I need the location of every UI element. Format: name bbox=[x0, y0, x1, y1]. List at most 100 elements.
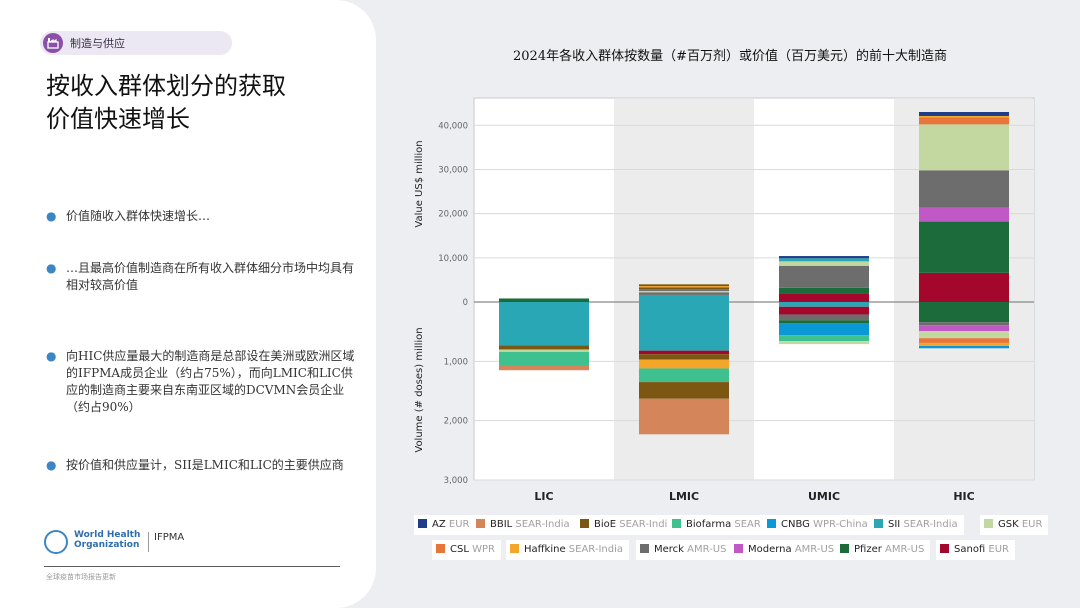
legend-swatch bbox=[672, 519, 681, 528]
legend-manufacturer: BBIL bbox=[490, 519, 516, 530]
legend-region: SEAR-India bbox=[619, 519, 674, 530]
value-bar-segment bbox=[919, 124, 1009, 171]
volume-tick-label: 3,000 bbox=[444, 476, 468, 486]
value-bar-segment bbox=[639, 294, 729, 302]
legend-swatch bbox=[767, 519, 776, 528]
legend-region: WPR bbox=[472, 544, 495, 555]
stacked-bar-chart: 40,000 30,000 20,000 10,000 0 1,000 2,000 3,000… bbox=[414, 97, 1035, 503]
legend-manufacturer: Pfizer bbox=[854, 544, 886, 555]
legend-manufacturer: Sanofi bbox=[954, 544, 989, 555]
legend-manufacturer: BioE bbox=[594, 519, 620, 530]
value-bar-segment bbox=[499, 298, 589, 302]
legend-item: Moderna AMR-US bbox=[730, 540, 841, 560]
legend-region: SEAR-India bbox=[515, 519, 570, 530]
volume-bar-segment bbox=[639, 368, 729, 383]
volume-bar-segment bbox=[919, 325, 1009, 332]
category-label: HIC bbox=[953, 490, 974, 503]
volume-bar-segment bbox=[639, 354, 729, 360]
legend-item: CSL WPR bbox=[432, 540, 501, 560]
value-tick-label: 20,000 bbox=[438, 210, 468, 220]
volume-bar-segment bbox=[919, 302, 1009, 323]
volume-bar-segment bbox=[919, 322, 1009, 326]
legend-swatch bbox=[418, 519, 427, 528]
legend-region: WPR-China bbox=[813, 519, 868, 530]
volume-bar-segment bbox=[639, 359, 729, 369]
legend-swatch bbox=[874, 519, 883, 528]
legend-swatch bbox=[476, 519, 485, 528]
value-bar-segment bbox=[639, 286, 729, 288]
bullet-item: ● 向HIC供应量最大的制造商是总部设在美洲或欧洲区域的IFPMA成员企业（约占… bbox=[46, 349, 355, 414]
legend-swatch bbox=[510, 544, 519, 553]
volume-bar-segment bbox=[779, 306, 869, 315]
legend-region: SEAR-India bbox=[568, 544, 623, 555]
factory-icon bbox=[43, 33, 63, 53]
volume-bar-segment bbox=[779, 335, 869, 342]
legend-region: EUR bbox=[988, 544, 1010, 555]
value-tick-label: 10,000 bbox=[438, 254, 468, 264]
value-axis-label: Value US$ million bbox=[414, 140, 425, 227]
volume-bar-segment bbox=[499, 302, 589, 346]
title-line-2: 价值快速增长 bbox=[46, 105, 190, 133]
bullet-dot: ● bbox=[46, 458, 57, 472]
bullet-dot: ● bbox=[46, 209, 57, 223]
chart-title: 2024年各收入群体按数量（#百万剂）或价值（百万美元）的前十大制造商 bbox=[513, 49, 947, 64]
who-logo-text: World Health Organization bbox=[74, 530, 141, 550]
value-tick-label: 0 bbox=[463, 298, 468, 308]
legend-swatch bbox=[734, 544, 743, 553]
legend-manufacturer: AZ bbox=[432, 519, 449, 530]
legend-item: GSK EUR bbox=[980, 515, 1049, 535]
legend-swatch bbox=[940, 544, 949, 553]
legend-item: BBIL SEAR-India bbox=[472, 515, 576, 535]
legend-manufacturer: Moderna bbox=[748, 544, 795, 555]
volume-bar-segment bbox=[779, 323, 869, 336]
legend-manufacturer: SII bbox=[888, 519, 904, 530]
volume-axis-label: Volume (# doses) million bbox=[414, 327, 425, 452]
legend-region: AMR-US bbox=[885, 544, 925, 555]
value-tick-label: 40,000 bbox=[438, 121, 468, 131]
volume-bar-segment bbox=[639, 398, 729, 435]
value-bar-segment bbox=[919, 117, 1009, 125]
value-bar-segment bbox=[919, 170, 1009, 208]
value-bar-segment bbox=[919, 115, 1009, 118]
page-title: 按收入群体划分的获取 价值快速增长 bbox=[46, 70, 286, 136]
category-label: UMIC bbox=[808, 490, 840, 503]
value-bar-segment bbox=[639, 289, 729, 291]
volume-bar-segment bbox=[639, 382, 729, 399]
value-bar-segment bbox=[639, 292, 729, 295]
bullet-dot: ● bbox=[46, 349, 57, 363]
volume-bar-segment bbox=[919, 331, 1009, 339]
ifpma-logo: IFPMA bbox=[154, 532, 185, 543]
legend-item: BioE SEAR-India bbox=[576, 515, 680, 535]
value-bar-segment bbox=[779, 258, 869, 262]
logo-divider bbox=[148, 532, 149, 552]
volume-bar-segment bbox=[779, 320, 869, 324]
legend-manufacturer: Merck bbox=[654, 544, 688, 555]
value-bar-segment bbox=[639, 287, 729, 290]
volume-bar-segment bbox=[779, 341, 869, 345]
legend-region: AMR-US bbox=[794, 544, 835, 555]
value-bar-segment bbox=[639, 290, 729, 293]
volume-bar-segment bbox=[499, 345, 589, 350]
value-bar-segment bbox=[779, 293, 869, 302]
volume-tick-label: 1,000 bbox=[444, 357, 468, 367]
value-bar-segment bbox=[779, 287, 869, 294]
bullet-item: ● …且最高价值制造商在所有收入群体细分市场中均具有相对较高价值 bbox=[46, 261, 355, 292]
volume-bar-segment bbox=[919, 342, 1009, 346]
legend-item: Haffkine SEAR-India bbox=[506, 540, 629, 560]
value-tick-label: 30,000 bbox=[438, 165, 468, 175]
title-line-1: 按收入群体划分的获取 bbox=[46, 72, 286, 100]
legend-item: Sanofi EUR bbox=[936, 540, 1016, 560]
legend-item: Pfizer AMR-US bbox=[836, 540, 931, 560]
legend-region: SEAR-India bbox=[903, 519, 958, 530]
legend-swatch bbox=[640, 544, 649, 553]
left-panel: 制造与供应 按收入群体划分的获取 价值快速增长 ● 价值随收入群体快速增长… ●… bbox=[0, 0, 376, 608]
legend-region: SEAR bbox=[734, 519, 761, 530]
category-label: LMIC bbox=[669, 490, 699, 503]
legend-swatch bbox=[580, 519, 589, 528]
volume-bar-segment bbox=[499, 349, 589, 352]
volume-bar-segment bbox=[919, 338, 1009, 343]
volume-bar-segment bbox=[639, 302, 729, 351]
section-tag: 制造与供应 bbox=[40, 31, 232, 55]
who-emblem-icon bbox=[44, 530, 68, 554]
value-bar-segment bbox=[919, 221, 1009, 273]
